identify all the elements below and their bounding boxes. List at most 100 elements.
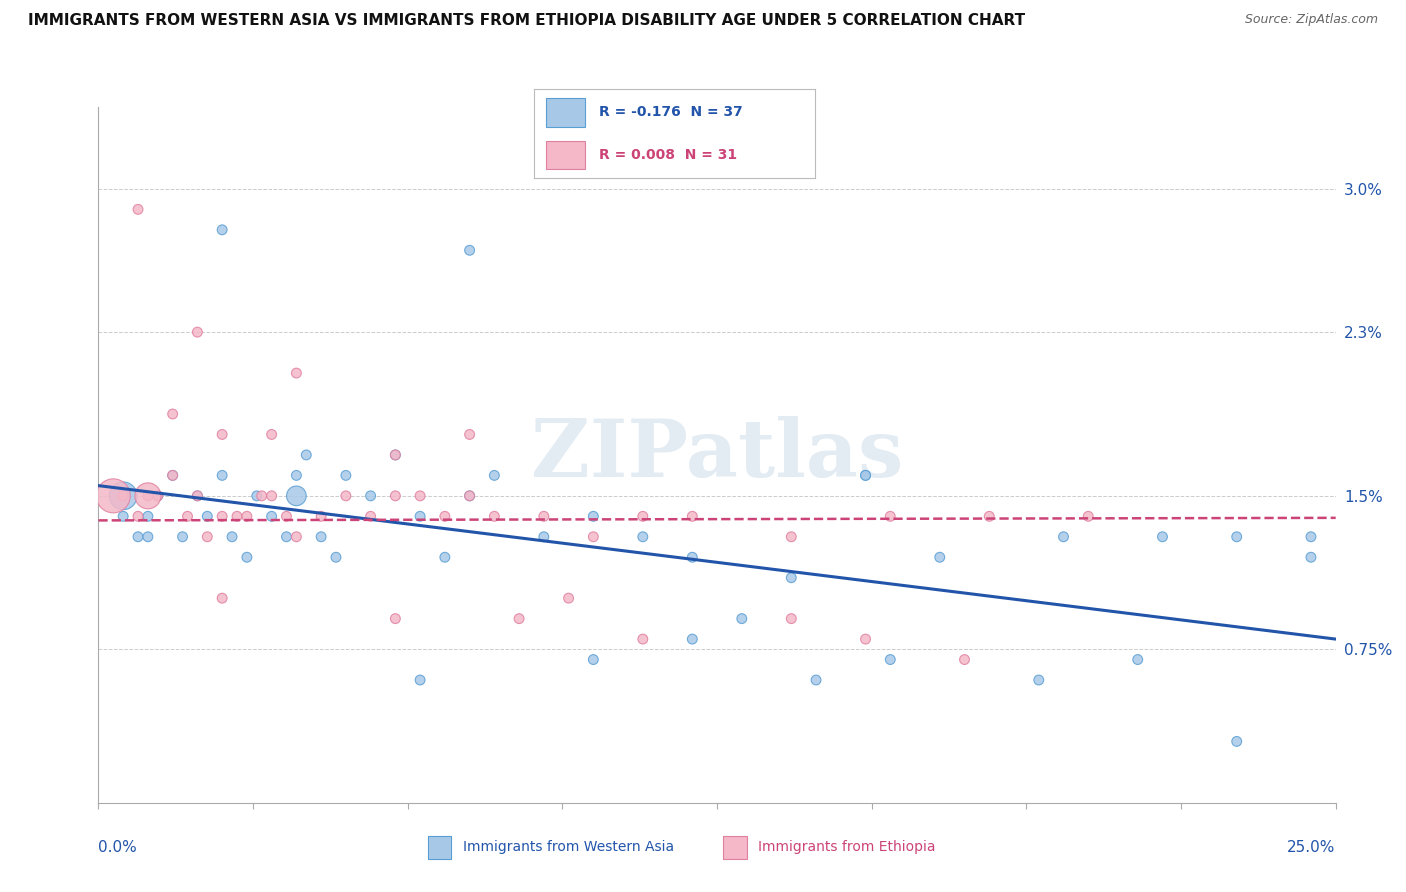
Point [508, 612, 530, 626]
Point [681, 550, 703, 565]
Point [1152, 530, 1174, 544]
Point [928, 550, 950, 565]
Point [136, 509, 159, 524]
Point [780, 612, 803, 626]
Text: R = 0.008  N = 31: R = 0.008 N = 31 [599, 148, 737, 162]
Point [127, 530, 149, 544]
Point [533, 509, 555, 524]
Point [533, 530, 555, 544]
Point [195, 530, 218, 544]
Point [384, 448, 406, 462]
Point [195, 509, 218, 524]
Point [804, 673, 827, 687]
Text: 0.0%: 0.0% [98, 840, 138, 855]
Point [285, 489, 308, 503]
Point [409, 489, 432, 503]
Point [855, 468, 877, 483]
Point [384, 489, 406, 503]
Point [780, 530, 803, 544]
Point [172, 530, 194, 544]
Point [276, 509, 298, 524]
Point [221, 530, 243, 544]
Point [458, 244, 481, 258]
Point [226, 509, 249, 524]
Point [1226, 530, 1249, 544]
Point [162, 468, 184, 483]
Point [335, 489, 357, 503]
Text: IMMIGRANTS FROM WESTERN ASIA VS IMMIGRANTS FROM ETHIOPIA DISABILITY AGE UNDER 5 : IMMIGRANTS FROM WESTERN ASIA VS IMMIGRAN… [28, 13, 1025, 29]
Text: ZIPatlas: ZIPatlas [531, 416, 903, 494]
Text: Source: ZipAtlas.com: Source: ZipAtlas.com [1244, 13, 1378, 27]
Point [246, 489, 269, 503]
Text: R = -0.176  N = 37: R = -0.176 N = 37 [599, 105, 742, 120]
Point [433, 550, 456, 565]
Point [176, 509, 198, 524]
Point [103, 489, 125, 503]
Point [1226, 734, 1249, 748]
Point [112, 489, 135, 503]
Point [325, 550, 347, 565]
Point [384, 612, 406, 626]
Point [360, 509, 382, 524]
Point [631, 530, 654, 544]
Point [146, 489, 169, 503]
Point [211, 509, 233, 524]
Point [1077, 509, 1099, 524]
Point [731, 612, 754, 626]
Point [260, 509, 283, 524]
Point [211, 427, 233, 442]
Bar [427, 837, 451, 858]
Point [780, 571, 803, 585]
Point [458, 489, 481, 503]
Point [112, 509, 135, 524]
Bar [546, 141, 585, 169]
Point [484, 468, 506, 483]
Point [211, 591, 233, 606]
Point [127, 202, 149, 217]
Point [260, 427, 283, 442]
Point [879, 509, 901, 524]
Point [136, 530, 159, 544]
Point [127, 509, 149, 524]
Point [631, 509, 654, 524]
Point [335, 468, 357, 483]
Point [681, 509, 703, 524]
Point [1028, 673, 1050, 687]
Point [631, 632, 654, 646]
Point [484, 509, 506, 524]
Text: Immigrants from Western Asia: Immigrants from Western Asia [463, 840, 675, 855]
Text: 25.0%: 25.0% [1288, 840, 1336, 855]
Point [136, 489, 159, 503]
Point [433, 509, 456, 524]
Point [186, 489, 208, 503]
Point [681, 632, 703, 646]
Point [582, 652, 605, 666]
Point [360, 489, 382, 503]
Point [458, 427, 481, 442]
Point [458, 489, 481, 503]
Point [211, 468, 233, 483]
Point [250, 489, 273, 503]
Point [112, 489, 135, 503]
Point [285, 468, 308, 483]
Point [136, 489, 159, 503]
Point [409, 509, 432, 524]
Point [409, 673, 432, 687]
Bar [723, 837, 747, 858]
Point [276, 530, 298, 544]
Point [1052, 530, 1074, 544]
Point [236, 550, 259, 565]
Point [285, 530, 308, 544]
Point [1126, 652, 1149, 666]
Point [1299, 530, 1322, 544]
Point [384, 448, 406, 462]
Point [186, 325, 208, 339]
Point [557, 591, 579, 606]
Point [211, 223, 233, 237]
Point [236, 509, 259, 524]
Point [979, 509, 1001, 524]
Point [879, 652, 901, 666]
Point [1299, 550, 1322, 565]
Text: Immigrants from Ethiopia: Immigrants from Ethiopia [758, 840, 936, 855]
Point [186, 489, 208, 503]
